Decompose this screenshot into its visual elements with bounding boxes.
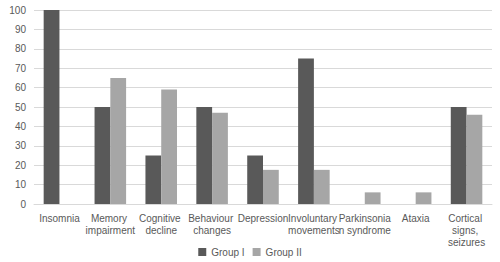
svg-text:90: 90 xyxy=(15,24,27,35)
svg-text:10: 10 xyxy=(15,179,27,190)
svg-text:20: 20 xyxy=(15,160,27,171)
svg-text:Ataxia: Ataxia xyxy=(402,213,430,224)
svg-text:seizures: seizures xyxy=(448,237,485,248)
svg-text:100: 100 xyxy=(9,5,26,16)
svg-text:Parkinsonia: Parkinsonia xyxy=(339,213,392,224)
svg-text:0: 0 xyxy=(20,199,26,210)
svg-text:60: 60 xyxy=(15,82,27,93)
svg-text:30: 30 xyxy=(15,140,27,151)
svg-text:changes: changes xyxy=(193,225,231,236)
svg-text:decline: decline xyxy=(145,225,177,236)
svg-text:50: 50 xyxy=(15,102,27,113)
svg-text:impairment: impairment xyxy=(86,225,136,236)
svg-text:Depression: Depression xyxy=(238,213,289,224)
svg-text:Involuntary: Involuntary xyxy=(288,213,340,224)
svg-text:Group II: Group II xyxy=(266,247,302,258)
svg-text:80: 80 xyxy=(15,43,27,54)
svg-text:Memory: Memory xyxy=(91,213,130,224)
svg-text:Behaviour: Behaviour xyxy=(188,213,236,224)
svg-text:Cognitive: Cognitive xyxy=(139,213,183,224)
svg-text:signs,: signs, xyxy=(452,225,481,236)
svg-text:movements: movements xyxy=(288,225,340,236)
svg-text:40: 40 xyxy=(15,121,27,132)
svg-text:Cortical: Cortical xyxy=(448,213,485,224)
svg-text:Insomnia: Insomnia xyxy=(39,213,80,224)
svg-text:70: 70 xyxy=(15,63,27,74)
svg-text:Group I: Group I xyxy=(211,247,244,258)
svg-text:n syndrome: n syndrome xyxy=(339,225,392,236)
